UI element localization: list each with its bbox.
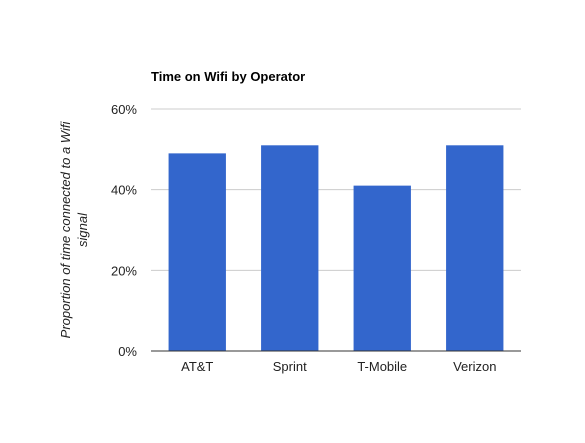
y-tick-label: 40% xyxy=(111,183,137,198)
y-tick-label: 20% xyxy=(111,263,137,278)
y-axis-title: Proportion of time connected to a Wifi s… xyxy=(58,121,90,339)
bar xyxy=(261,145,319,351)
y-tick-label: 0% xyxy=(118,344,137,359)
x-tick-label: Sprint xyxy=(273,359,307,374)
x-axis-ticks: AT&T Sprint T-Mobile Verizon xyxy=(181,359,496,374)
chart-title: Time on Wifi by Operator xyxy=(151,69,305,84)
y-tick-label: 60% xyxy=(111,102,137,117)
y-axis-ticks: 0% 20% 40% 60% xyxy=(111,102,137,359)
bar xyxy=(168,153,226,351)
x-tick-label: T-Mobile xyxy=(357,359,407,374)
bar xyxy=(353,185,411,351)
bar xyxy=(446,145,504,351)
x-tick-label: AT&T xyxy=(181,359,213,374)
bars xyxy=(168,145,504,351)
x-tick-label: Verizon xyxy=(453,359,496,374)
y-axis-title-line-2: signal xyxy=(75,212,90,247)
y-axis-title-line-1: Proportion of time connected to a Wifi xyxy=(58,121,73,339)
